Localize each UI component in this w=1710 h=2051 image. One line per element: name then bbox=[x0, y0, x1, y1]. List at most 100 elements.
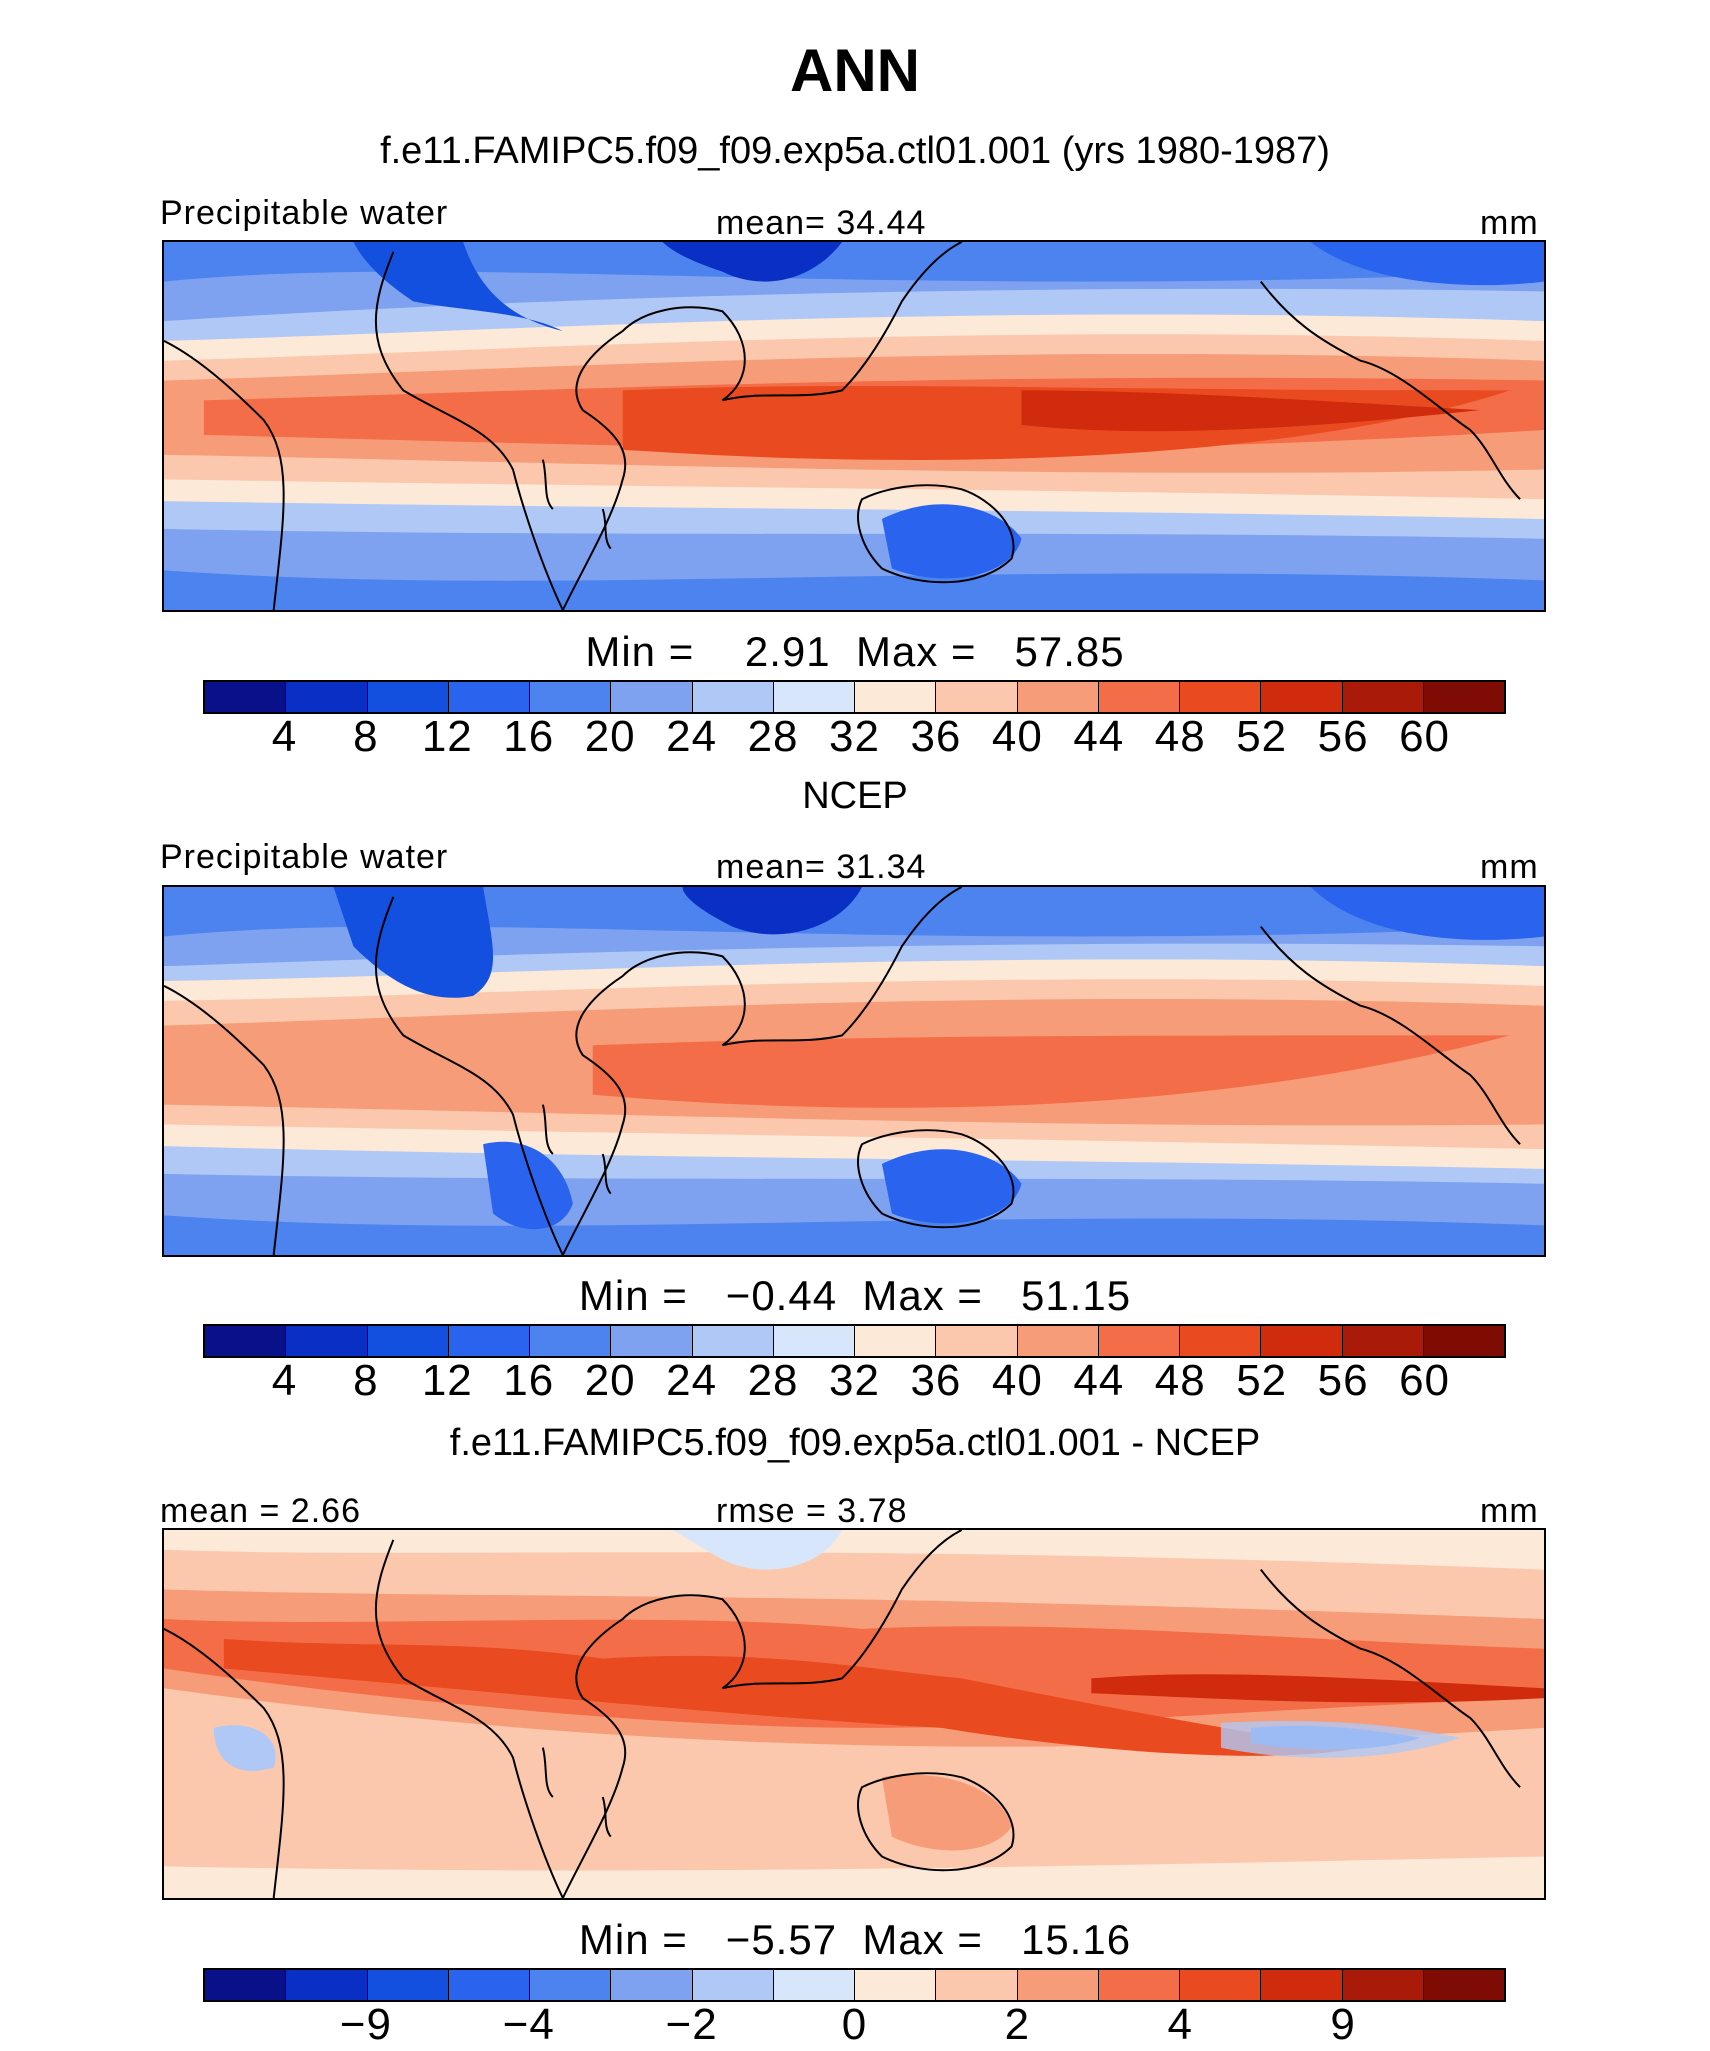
colorbar-tick-label: 32 bbox=[829, 712, 880, 761]
colorbar-swatch bbox=[611, 1326, 693, 1356]
colorbar-swatch bbox=[448, 1970, 530, 2000]
colorbar-tick-label: 24 bbox=[666, 1356, 718, 1405]
colorbar-tick-label: 8 bbox=[353, 712, 379, 761]
colorbar-tick-label: 44 bbox=[1073, 712, 1125, 761]
colorbar-swatch bbox=[286, 1970, 368, 2000]
colorbar-swatch bbox=[936, 1326, 1018, 1356]
colorbar-tick-label: 56 bbox=[1317, 1356, 1369, 1405]
panel-1-colorbar-ticks: 4 8 12 16 20 24 28 32 36 40 44 48 52 56 60 bbox=[203, 712, 1506, 762]
colorbar-swatch bbox=[1180, 1326, 1262, 1356]
colorbar-tick-label: 12 bbox=[421, 712, 473, 761]
panel-2-mean-label: mean= 31.34 bbox=[716, 848, 927, 886]
panel-1-variable-label: Precipitable water bbox=[160, 194, 449, 232]
colorbar-tick-label: 16 bbox=[503, 712, 555, 761]
colorbar-tick-label: 0 bbox=[841, 2000, 868, 2049]
colorbar-tick-label: 48 bbox=[1154, 712, 1206, 761]
colorbar-swatch bbox=[1342, 1326, 1424, 1356]
colorbar-swatch bbox=[692, 682, 774, 712]
colorbar-tick-label: 2 bbox=[1004, 2000, 1031, 2049]
panel-3-units-label: mm bbox=[1480, 1492, 1539, 1530]
colorbar-tick-label: 20 bbox=[584, 1356, 636, 1405]
colorbar-tick-label: 40 bbox=[991, 712, 1043, 761]
colorbar-swatch bbox=[205, 1326, 287, 1356]
colorbar-swatch bbox=[286, 1326, 368, 1356]
panel-3-minmax: Min = −5.57 Max = 15.16 bbox=[578, 1916, 1132, 1963]
colorbar-tick-label: 4 bbox=[271, 712, 298, 761]
colorbar-tick-label: 60 bbox=[1399, 1356, 1451, 1405]
colorbar-tick-label: 48 bbox=[1154, 1356, 1206, 1405]
colorbar-swatch bbox=[855, 682, 937, 712]
colorbar-swatch bbox=[855, 1970, 937, 2000]
colorbar-tick-label: 24 bbox=[666, 712, 718, 761]
colorbar-swatch bbox=[1342, 1970, 1424, 2000]
colorbar-tick-label: 36 bbox=[910, 1356, 962, 1405]
colorbar-swatch bbox=[448, 1326, 530, 1356]
colorbar-swatch bbox=[367, 1326, 449, 1356]
colorbar-tick-label: 20 bbox=[584, 712, 636, 761]
colorbar-swatch bbox=[1423, 1326, 1504, 1356]
colorbar-swatch bbox=[1017, 1326, 1099, 1356]
colorbar-swatch bbox=[286, 682, 368, 712]
colorbar-swatch bbox=[773, 1326, 855, 1356]
panel-2-colorbar-ticks: 4 8 12 16 20 24 28 32 36 40 44 48 52 56 60 bbox=[203, 1356, 1506, 1406]
colorbar-swatch bbox=[1098, 1326, 1180, 1356]
panel-1-colorbar bbox=[203, 680, 1506, 714]
panel-1-minmax: Min = 2.91 Max = 57.85 bbox=[585, 628, 1125, 675]
panel-3-colorbar-ticks: −9 −4 −2 0 2 4 9 bbox=[203, 2000, 1506, 2050]
colorbar-swatch bbox=[530, 1970, 612, 2000]
colorbar-swatch bbox=[1261, 1326, 1343, 1356]
panel-2-variable-label: Precipitable water bbox=[160, 838, 449, 876]
colorbar-swatch bbox=[611, 1970, 693, 2000]
panel-2-colorbar bbox=[203, 1324, 1506, 1358]
panel-1-mean-label: mean= 34.44 bbox=[716, 204, 927, 242]
panel-3-map bbox=[162, 1528, 1546, 1900]
colorbar-swatch bbox=[936, 682, 1018, 712]
colorbar-swatch bbox=[1261, 682, 1343, 712]
colorbar-swatch bbox=[367, 1970, 449, 2000]
panel-3-colorbar bbox=[203, 1968, 1506, 2002]
colorbar-tick-label: 52 bbox=[1236, 712, 1288, 761]
colorbar-swatch bbox=[936, 1970, 1018, 2000]
colorbar-tick-label: 56 bbox=[1317, 712, 1369, 761]
colorbar-tick-label: 8 bbox=[353, 1356, 379, 1405]
colorbar-swatch bbox=[611, 682, 693, 712]
colorbar-swatch bbox=[1423, 1970, 1504, 2000]
page-title: ANN bbox=[790, 37, 920, 104]
colorbar-swatch bbox=[1423, 682, 1504, 712]
colorbar-swatch bbox=[773, 1970, 855, 2000]
colorbar-swatch bbox=[1017, 1970, 1099, 2000]
colorbar-tick-label: 60 bbox=[1399, 712, 1451, 761]
panel-2-minmax: Min = −0.44 Max = 51.15 bbox=[578, 1272, 1132, 1319]
colorbar-swatch bbox=[773, 682, 855, 712]
panel-3-rmse-label: rmse = 3.78 bbox=[716, 1492, 908, 1530]
colorbar-swatch bbox=[448, 682, 530, 712]
colorbar-swatch bbox=[1098, 1970, 1180, 2000]
colorbar-swatch bbox=[367, 682, 449, 712]
colorbar-tick-label: 28 bbox=[747, 1356, 799, 1405]
colorbar-swatch bbox=[1261, 1970, 1343, 2000]
colorbar-swatch bbox=[1180, 682, 1262, 712]
colorbar-tick-label: 16 bbox=[503, 1356, 555, 1405]
panel-2-map bbox=[162, 885, 1546, 1257]
colorbar-swatch bbox=[1342, 682, 1424, 712]
colorbar-tick-label: 40 bbox=[991, 1356, 1043, 1405]
panel-1-subtitle: f.e11.FAMIPC5.f09_f09.exp5a.ctl01.001 (y… bbox=[380, 130, 1330, 172]
colorbar-swatch bbox=[205, 1970, 287, 2000]
colorbar-tick-label: 28 bbox=[747, 712, 799, 761]
colorbar-swatch bbox=[855, 1326, 937, 1356]
panel-1-units-label: mm bbox=[1480, 204, 1539, 242]
colorbar-tick-label: −9 bbox=[339, 2000, 392, 2049]
colorbar-tick-label: 44 bbox=[1073, 1356, 1125, 1405]
colorbar-tick-label: 52 bbox=[1236, 1356, 1288, 1405]
panel-2-subtitle: NCEP bbox=[802, 775, 908, 817]
colorbar-tick-label: 4 bbox=[1167, 2000, 1193, 2049]
colorbar-swatch bbox=[1017, 682, 1099, 712]
colorbar-tick-label: 4 bbox=[271, 1356, 298, 1405]
colorbar-tick-label: −4 bbox=[502, 2000, 555, 2049]
colorbar-swatch bbox=[692, 1970, 774, 2000]
panel-3-mean-label: mean = 2.66 bbox=[160, 1492, 361, 1530]
colorbar-swatch bbox=[692, 1326, 774, 1356]
colorbar-swatch bbox=[530, 682, 612, 712]
panel-2-units-label: mm bbox=[1480, 848, 1539, 886]
colorbar-tick-label: 36 bbox=[910, 712, 962, 761]
